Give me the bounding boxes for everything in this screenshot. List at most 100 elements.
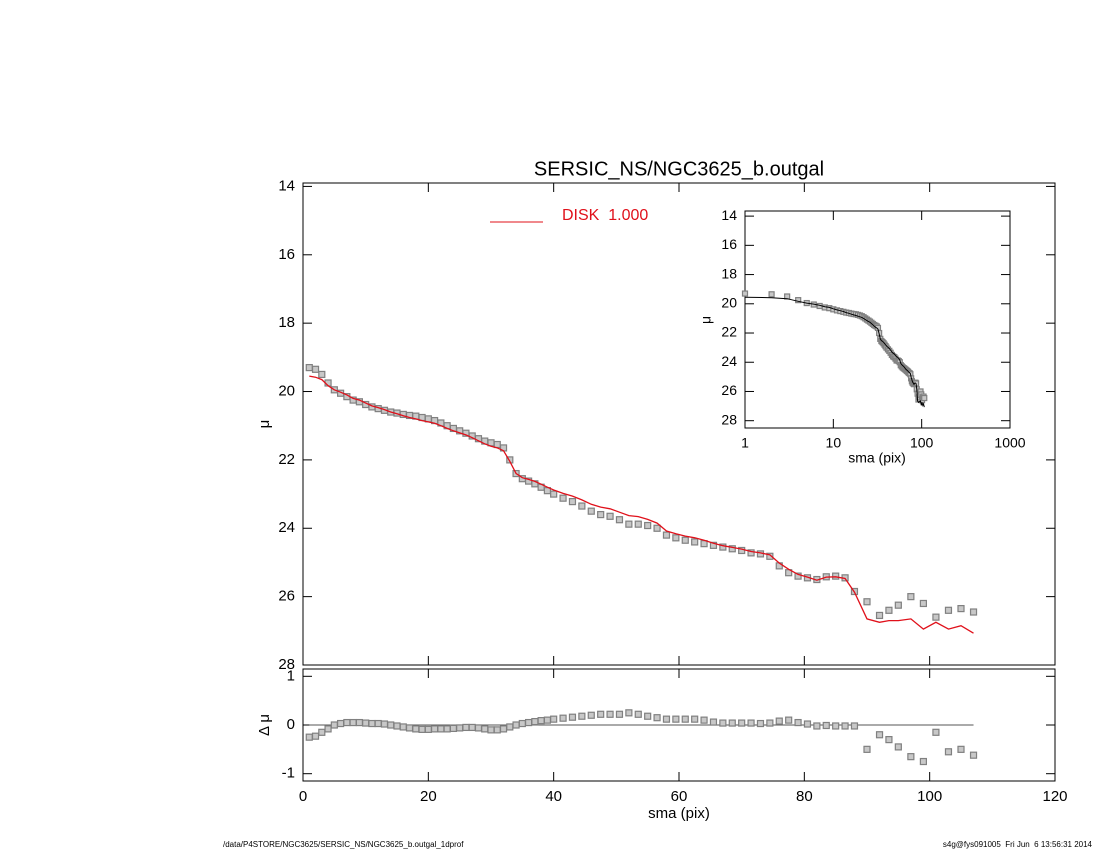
data-point [512, 721, 520, 729]
data-point [863, 745, 871, 753]
data-point [362, 719, 370, 727]
data-point [907, 593, 915, 601]
data-point [794, 572, 802, 580]
data-point [481, 725, 489, 733]
plot-frame [744, 210, 1011, 429]
data-point [587, 507, 595, 515]
data-point [559, 714, 567, 722]
data-point [850, 722, 859, 730]
data-point [318, 728, 326, 736]
y-tick-label: 18 [278, 314, 295, 331]
y-tick-label: 16 [721, 236, 737, 252]
data-point [318, 370, 326, 379]
data-point [794, 718, 802, 727]
data-point [587, 711, 595, 719]
data-point [468, 723, 476, 732]
x-tick-label: 100 [917, 788, 942, 805]
data-point [543, 716, 552, 724]
data-point [431, 725, 439, 733]
data-point [399, 723, 407, 731]
data-point [462, 723, 470, 732]
footer-left: /data/P4STORE/NGC3625/SERSIC_NS/NGC3625_… [223, 840, 464, 849]
y-tick-label: 28 [721, 411, 737, 427]
data-point [634, 520, 642, 528]
data-point [691, 538, 699, 546]
y-tick-label: 22 [721, 324, 737, 340]
data-point [681, 536, 689, 544]
y-tick-label: 16 [278, 246, 295, 263]
data-point [662, 715, 671, 723]
data-point [393, 722, 401, 730]
data-point [355, 718, 363, 727]
data-point [615, 516, 624, 524]
data-point [681, 715, 689, 723]
data-point [349, 718, 357, 727]
y-tick-label: 26 [278, 588, 295, 605]
data-point [741, 290, 749, 297]
y-tick-label: 20 [721, 294, 737, 310]
data-point [380, 720, 389, 728]
x-tick-label: 20 [420, 788, 437, 805]
data-point [305, 733, 313, 741]
data-point [795, 297, 802, 304]
data-point [728, 545, 736, 553]
data-point [418, 725, 426, 733]
data-point [387, 721, 395, 729]
y-tick-label: 24 [278, 519, 295, 536]
data-point [766, 552, 774, 560]
data-point [412, 725, 420, 733]
y-tick-label: 26 [721, 382, 737, 398]
model-line [309, 375, 974, 634]
data-point [606, 710, 614, 718]
data-point [437, 725, 445, 733]
data-point [653, 714, 661, 722]
y-tick-label: 22 [278, 451, 295, 468]
data-point [875, 611, 884, 620]
data-point [944, 748, 953, 756]
y-tick-label: 28 [278, 656, 295, 673]
data-point [672, 534, 680, 542]
data-point [932, 613, 940, 621]
data-point [518, 719, 526, 728]
data-point [885, 736, 893, 744]
data-point [944, 606, 953, 614]
data-point [493, 726, 501, 734]
data-point [766, 719, 774, 727]
data-point [709, 718, 718, 726]
data-point [863, 598, 871, 606]
data-point [747, 549, 755, 557]
legend-label: DISK 1.000 [562, 207, 648, 224]
data-point [506, 723, 514, 731]
data-point [368, 719, 376, 728]
data-point [841, 722, 849, 730]
data-point [719, 719, 727, 727]
data-point [449, 724, 457, 733]
data-point [832, 572, 840, 580]
x-tick-label: 1 [741, 435, 749, 451]
data-point [932, 728, 940, 736]
x-tick-label: 100 [910, 435, 934, 451]
model-line [744, 296, 925, 408]
data-point [785, 716, 793, 724]
data-point [747, 719, 755, 727]
data-point [305, 363, 313, 372]
y-tick-label: 14 [278, 177, 295, 194]
data-point [474, 724, 483, 732]
data-point [424, 725, 432, 733]
y-tick-label: 1 [287, 667, 295, 684]
data-point [672, 715, 680, 723]
data-point [775, 717, 783, 725]
data-point [550, 490, 558, 498]
data-point [337, 719, 345, 728]
data-point [499, 725, 508, 733]
data-point [606, 512, 614, 520]
data-point [700, 716, 708, 724]
data-point [768, 291, 775, 298]
data-point [578, 712, 586, 720]
x-tick-label: 120 [1042, 788, 1067, 805]
data-point [615, 710, 624, 718]
data-point [311, 732, 320, 740]
data-point [728, 719, 736, 727]
y-tick-label: 0 [287, 716, 295, 733]
